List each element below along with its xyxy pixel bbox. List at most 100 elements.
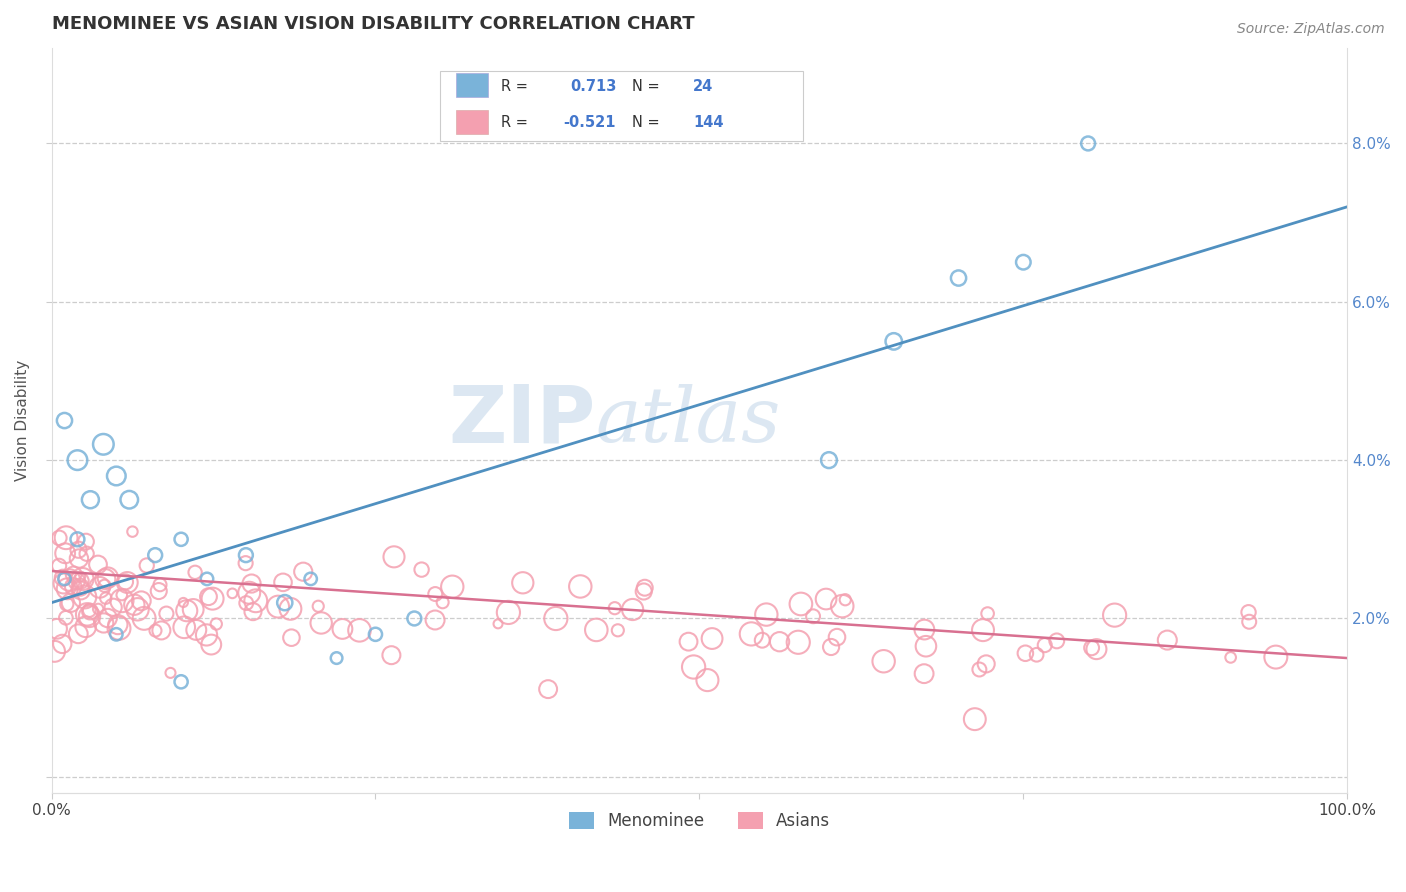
Asians xyxy=(245,594,267,608)
Menominee xyxy=(1012,255,1035,269)
Asians xyxy=(696,673,718,687)
Asians xyxy=(1219,650,1241,665)
Asians xyxy=(834,592,856,607)
Asians xyxy=(486,616,509,631)
Menominee xyxy=(170,533,193,547)
Asians xyxy=(70,574,93,588)
Asians xyxy=(135,558,157,573)
Menominee xyxy=(105,469,128,483)
Asians xyxy=(87,558,110,572)
Asians xyxy=(67,551,90,566)
Menominee xyxy=(299,572,322,586)
Asians xyxy=(969,663,991,677)
Menominee xyxy=(1077,136,1099,151)
Asians xyxy=(73,590,96,604)
Menominee xyxy=(325,651,347,665)
Asians xyxy=(56,582,79,596)
Asians xyxy=(544,611,567,625)
Asians xyxy=(76,547,98,561)
Text: Source: ZipAtlas.com: Source: ZipAtlas.com xyxy=(1237,22,1385,37)
Text: N =: N = xyxy=(633,79,664,95)
Asians xyxy=(94,572,117,586)
Asians xyxy=(67,542,90,557)
Asians xyxy=(307,599,329,614)
Asians xyxy=(976,607,998,621)
Text: -0.521: -0.521 xyxy=(564,114,616,129)
Text: ZIP: ZIP xyxy=(449,382,596,459)
Text: R =: R = xyxy=(501,114,533,129)
Asians xyxy=(240,576,263,591)
Asians xyxy=(682,660,704,674)
Asians xyxy=(87,602,110,616)
Asians xyxy=(195,628,218,642)
Menominee xyxy=(66,453,89,467)
Asians xyxy=(755,607,778,622)
Asians xyxy=(831,599,853,613)
Asians xyxy=(912,623,935,637)
Asians xyxy=(498,606,520,620)
Asians xyxy=(425,587,447,601)
Asians xyxy=(69,580,91,594)
Asians xyxy=(872,654,894,668)
Asians xyxy=(101,600,124,615)
Asians xyxy=(129,594,152,608)
Asians xyxy=(740,627,762,641)
Asians xyxy=(915,639,938,653)
Bar xyxy=(456,73,488,97)
Asians xyxy=(62,567,84,582)
Asians xyxy=(67,627,90,641)
Asians xyxy=(280,631,302,645)
Asians xyxy=(51,637,73,651)
Asians xyxy=(79,603,101,617)
Asians xyxy=(148,584,170,599)
Asians xyxy=(184,566,207,580)
Asians xyxy=(75,534,97,549)
Asians xyxy=(93,579,115,593)
Asians xyxy=(55,611,77,625)
Asians xyxy=(44,644,66,658)
Asians xyxy=(107,617,129,632)
Asians xyxy=(1237,615,1260,629)
Asians xyxy=(172,595,194,609)
Asians xyxy=(48,558,70,573)
Asians xyxy=(62,580,84,594)
Text: MENOMINEE VS ASIAN VISION DISABILITY CORRELATION CHART: MENOMINEE VS ASIAN VISION DISABILITY COR… xyxy=(52,15,695,33)
Asians xyxy=(114,574,136,589)
Asians xyxy=(1156,633,1178,648)
Menominee xyxy=(818,453,841,467)
Asians xyxy=(1014,646,1036,660)
Menominee xyxy=(53,572,76,586)
Asians xyxy=(411,563,433,577)
Menominee xyxy=(883,334,905,349)
Asians xyxy=(238,586,260,600)
Text: atlas: atlas xyxy=(596,384,782,458)
Asians xyxy=(72,572,94,586)
Asians xyxy=(569,579,592,593)
Asians xyxy=(815,592,838,607)
Asians xyxy=(1237,605,1260,619)
Asians xyxy=(634,581,657,595)
Asians xyxy=(1085,642,1108,657)
Asians xyxy=(235,596,257,610)
Menominee xyxy=(404,611,426,625)
Asians xyxy=(121,524,143,539)
Menominee xyxy=(170,674,193,689)
Asians xyxy=(76,607,98,622)
Asians xyxy=(79,605,101,619)
Asians xyxy=(59,596,82,610)
Asians xyxy=(155,607,177,621)
Asians xyxy=(200,638,222,652)
Text: R =: R = xyxy=(501,79,533,95)
Asians xyxy=(1025,648,1047,662)
Asians xyxy=(1033,638,1056,652)
Asians xyxy=(537,682,560,697)
Asians xyxy=(380,648,402,663)
Asians xyxy=(173,620,195,634)
Asians xyxy=(820,640,842,654)
Asians xyxy=(790,597,813,611)
Asians xyxy=(242,605,264,619)
Asians xyxy=(349,624,371,638)
Asians xyxy=(69,569,91,583)
Asians xyxy=(48,531,70,545)
Asians xyxy=(423,613,446,627)
